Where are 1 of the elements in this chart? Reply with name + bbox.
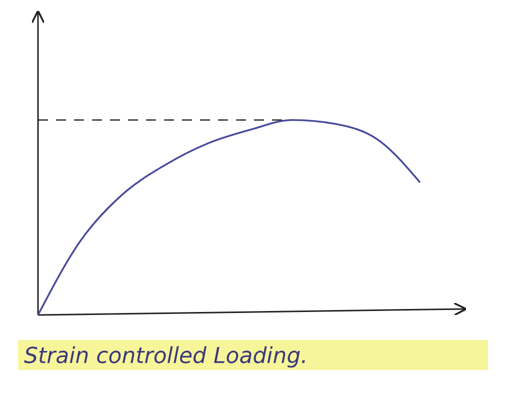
- text: Strain controlled Loading.: [24, 344, 308, 369]
